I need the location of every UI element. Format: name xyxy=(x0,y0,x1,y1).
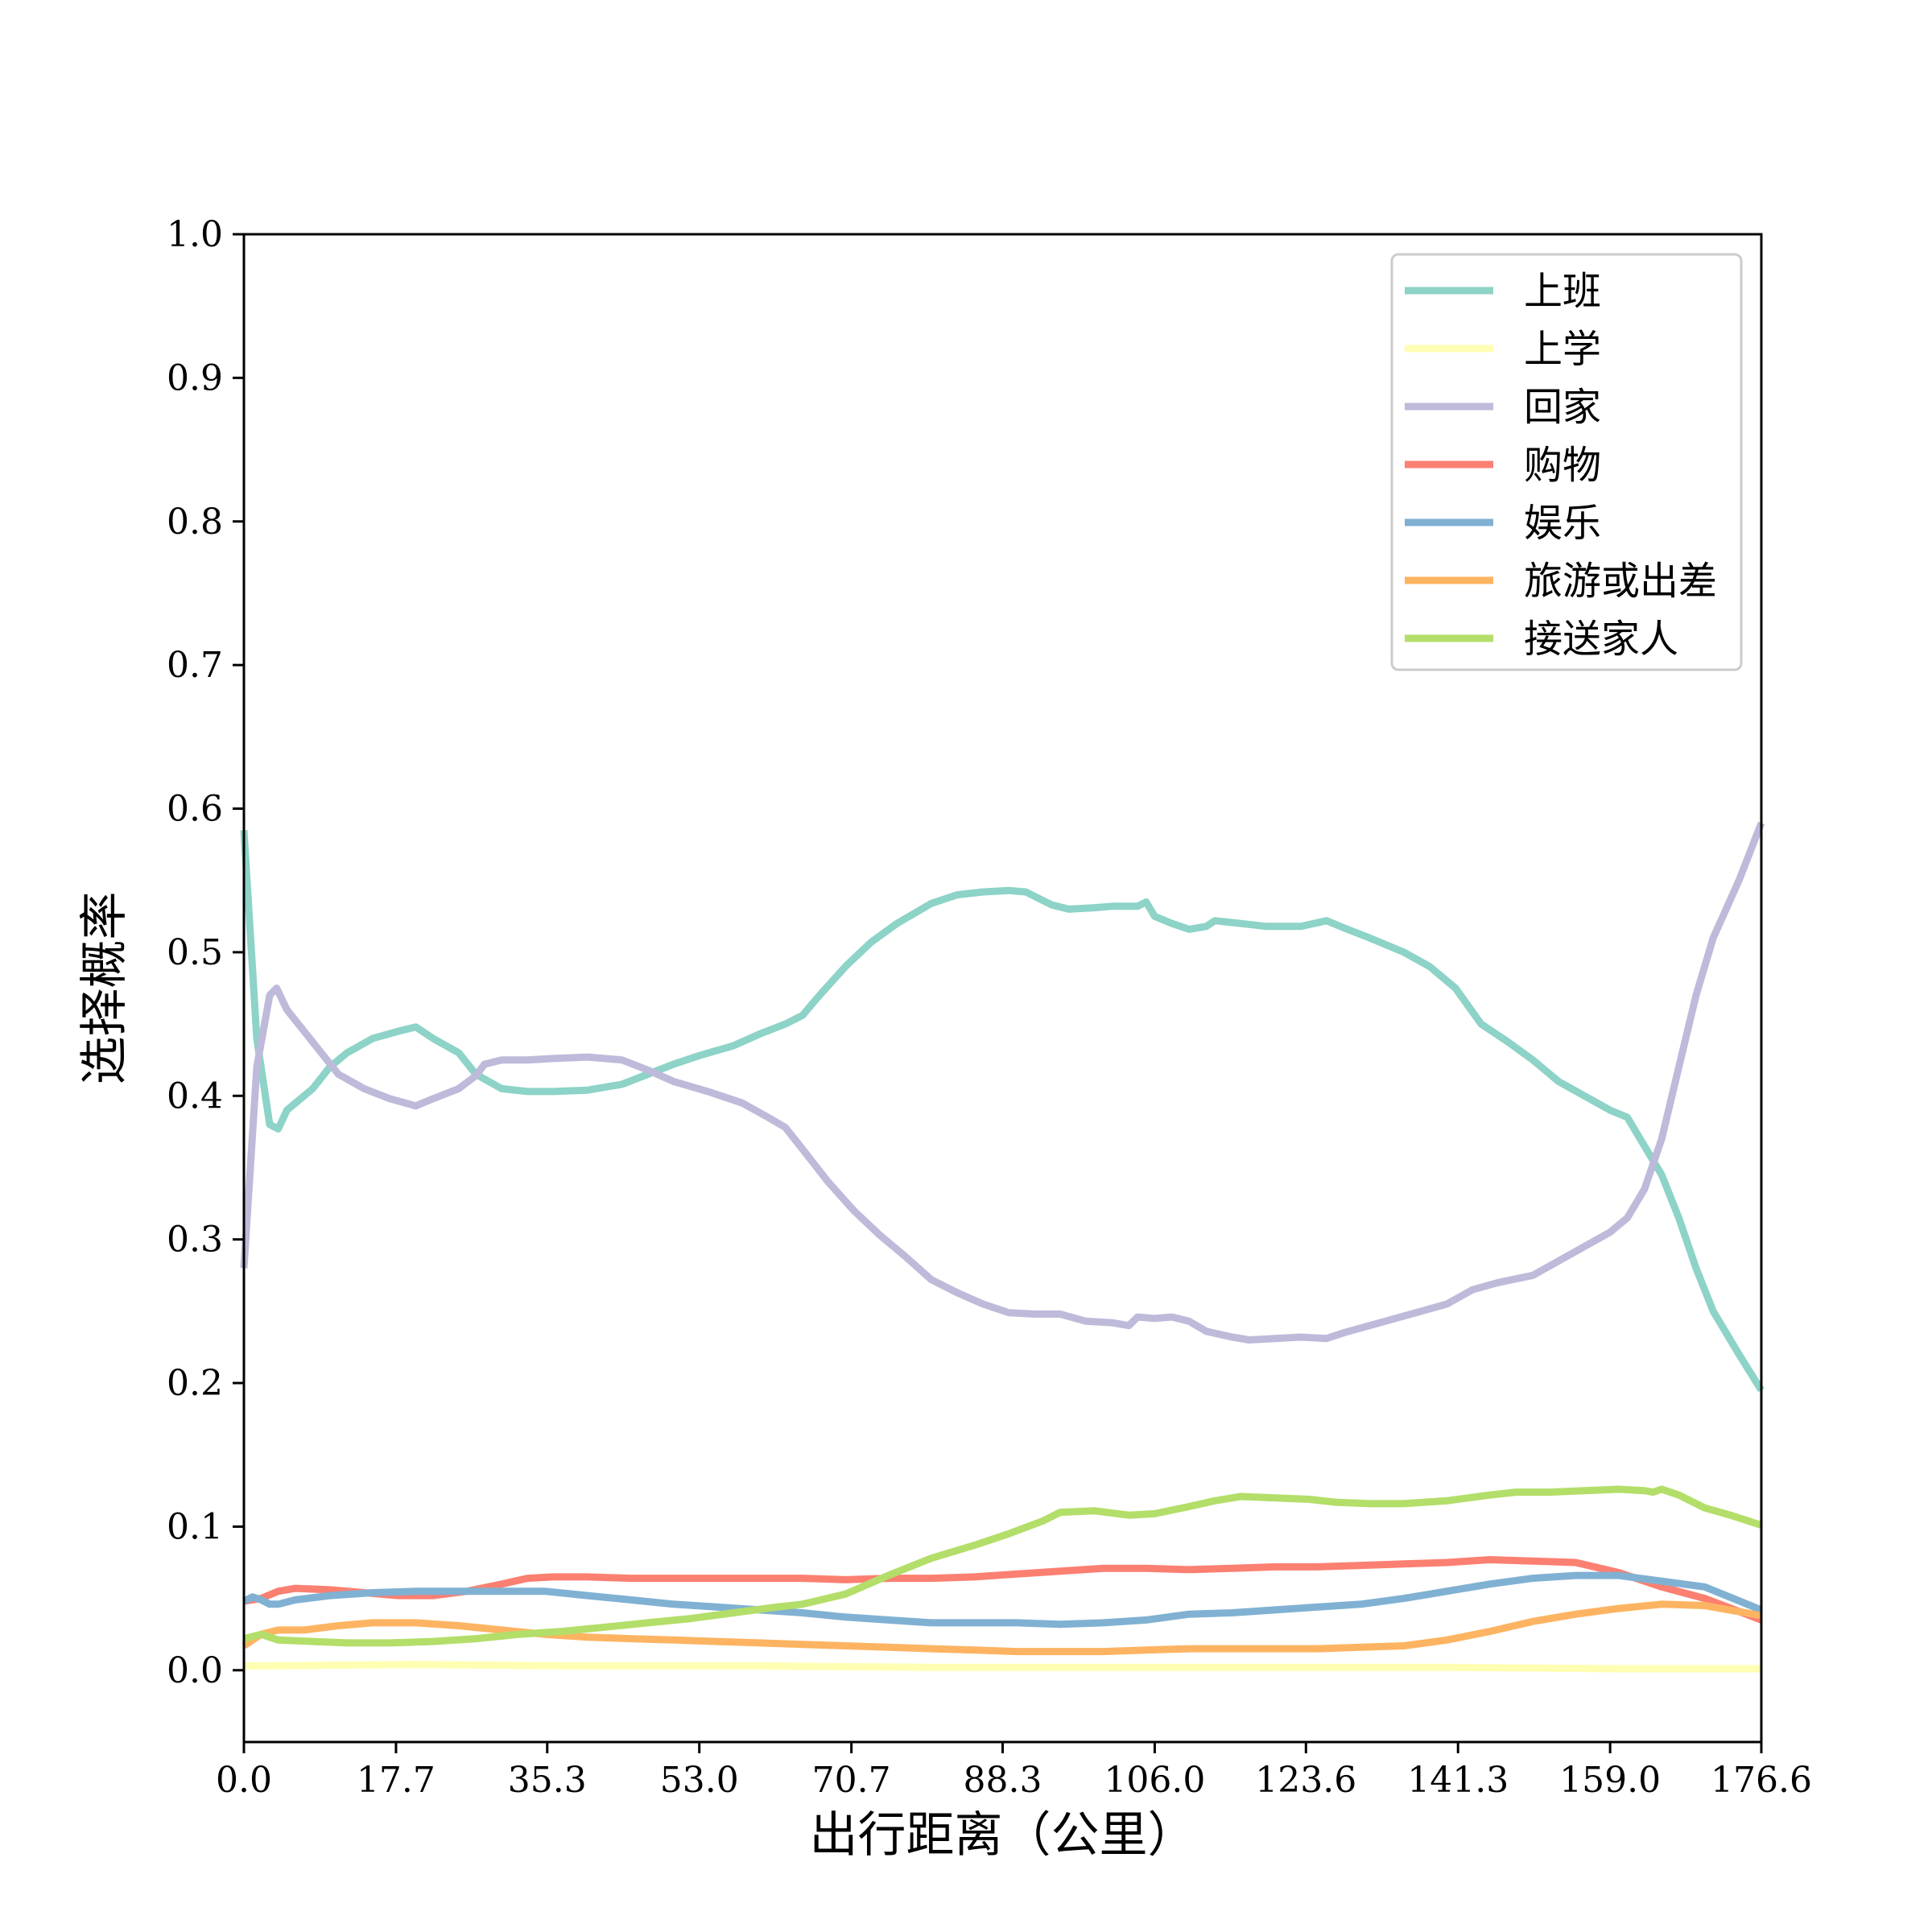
legend-label: 上班 xyxy=(1524,269,1601,314)
series-line-4 xyxy=(243,1556,1763,1624)
legend-label: 旅游或出差 xyxy=(1524,559,1717,604)
y-tick-label: 1.0 xyxy=(167,214,223,255)
legend-label: 回家 xyxy=(1524,385,1601,430)
y-axis: 0.0 0.1 0.2 0.3 0.4 0.5 0.6 0.7 0.8 0.9 1.0 xyxy=(167,214,244,1691)
y-tick-label: 0.1 xyxy=(167,1506,223,1547)
legend-label: 上学 xyxy=(1524,327,1601,372)
legend-label: 购物 xyxy=(1524,443,1601,488)
x-tick-label: 88.3 xyxy=(964,1760,1042,1801)
x-tick-label: 0.0 xyxy=(216,1760,272,1801)
y-tick-label: 0.6 xyxy=(167,789,223,830)
x-tick-label: 141.3 xyxy=(1407,1760,1509,1801)
y-tick-label: 0.5 xyxy=(167,932,223,973)
y-axis-title: 选择概率 xyxy=(76,892,133,1085)
x-tick-label: 176.6 xyxy=(1711,1760,1812,1801)
x-axis: 0.0 17.7 35.3 53.0 70.7 88.3 106.0 123.6 141.3 15… xyxy=(216,1742,1812,1801)
y-tick-label: 0.0 xyxy=(167,1650,223,1691)
legend-box xyxy=(1390,253,1743,671)
series-line-2 xyxy=(243,1661,1761,1673)
y-tick-label: 0.8 xyxy=(167,502,223,543)
series-line-3 xyxy=(240,821,1765,1344)
x-tick-label: 70.7 xyxy=(812,1760,891,1801)
y-tick-label: 0.3 xyxy=(167,1220,223,1261)
x-tick-label: 17.7 xyxy=(357,1760,436,1801)
plot-area xyxy=(240,821,1765,1673)
x-tick-label: 35.3 xyxy=(508,1760,587,1801)
x-tick-label: 106.0 xyxy=(1104,1760,1205,1801)
y-tick-label: 0.7 xyxy=(167,645,223,686)
x-tick-label: 53.0 xyxy=(660,1760,739,1801)
y-tick-label: 0.9 xyxy=(167,357,223,398)
series-line-1 xyxy=(240,830,1765,1393)
legend-label: 娱乐 xyxy=(1524,501,1601,546)
x-tick-label: 123.6 xyxy=(1255,1760,1356,1801)
y-tick-label: 0.2 xyxy=(167,1363,223,1404)
series-line-6 xyxy=(242,1600,1762,1656)
x-axis-title: 出行距离（公里） xyxy=(810,1807,1196,1864)
series-line-5 xyxy=(242,1571,1763,1629)
x-tick-label: 159.0 xyxy=(1559,1760,1661,1801)
series-line-7 xyxy=(242,1485,1763,1647)
y-tick-label: 0.4 xyxy=(167,1075,223,1117)
legend-label: 接送家人 xyxy=(1524,617,1678,662)
